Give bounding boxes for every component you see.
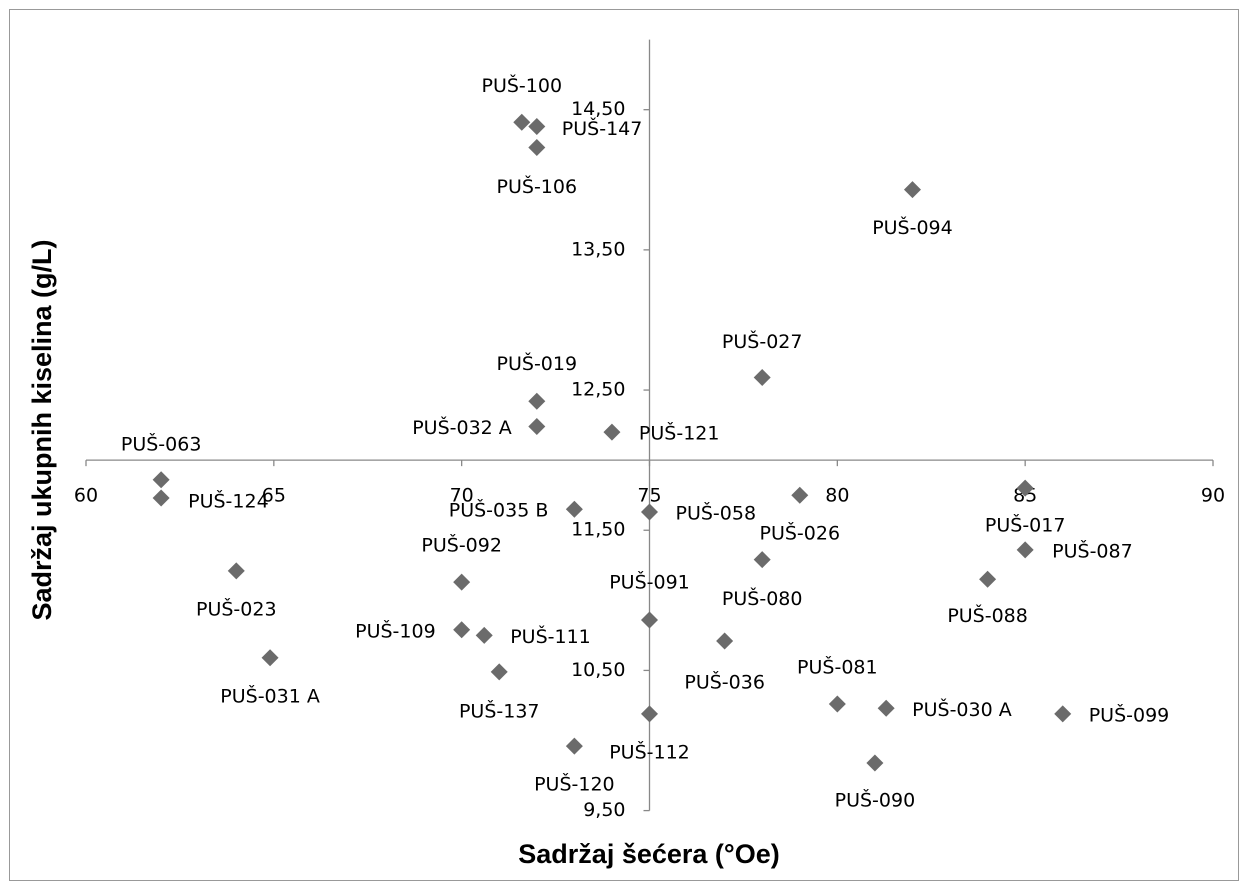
marker xyxy=(528,418,546,436)
marker xyxy=(791,486,809,504)
marker xyxy=(261,649,279,667)
point-label: PUŠ-090 xyxy=(835,787,916,811)
point-label: PUŠ-063 xyxy=(121,431,202,455)
x-axis-title: Sadržaj šećera (°Oe) xyxy=(518,839,779,869)
x-tick-label: 60 xyxy=(74,485,98,507)
point-label: PUŠ-088 xyxy=(947,603,1028,627)
marker xyxy=(866,754,884,772)
marker xyxy=(641,611,658,629)
marker xyxy=(453,621,471,639)
point-label: PUŠ-092 xyxy=(421,533,502,557)
point-label: PUŠ-121 xyxy=(639,421,720,445)
marker xyxy=(565,737,583,755)
point-label: PUŠ-027 xyxy=(722,329,803,353)
marker xyxy=(753,551,771,569)
x-tick-label: 80 xyxy=(825,485,849,507)
y-tick-label: 12,50 xyxy=(571,379,625,401)
marker xyxy=(152,489,170,507)
marker xyxy=(490,663,508,681)
x-tick-label: 90 xyxy=(1201,485,1225,507)
point-label: PUŠ-081 xyxy=(797,655,878,679)
marker xyxy=(513,113,531,131)
point-label: PUŠ-124 xyxy=(188,488,269,512)
point-label: PUŠ-030 A xyxy=(912,697,1012,721)
y-tick-label: 14,50 xyxy=(571,98,625,120)
point-label: PUŠ-058 xyxy=(676,501,757,525)
point-label: PUŠ-080 xyxy=(722,586,803,610)
marker xyxy=(877,699,895,717)
marker xyxy=(1016,479,1034,497)
chart-frame xyxy=(9,9,1239,881)
point-label: PUŠ-099 xyxy=(1089,702,1170,726)
point-label: PUŠ-100 xyxy=(481,73,562,97)
point-label: PUŠ-120 xyxy=(534,772,615,796)
point-label: PUŠ-109 xyxy=(355,618,436,642)
point-label: PUŠ-031 A xyxy=(220,683,320,707)
point-label: PUŠ-091 xyxy=(609,569,690,593)
point-label: PUŠ-026 xyxy=(759,521,840,545)
marker xyxy=(641,705,658,723)
point-label: PUŠ-087 xyxy=(1052,538,1133,562)
y-axis-title: Sadržaj ukupnih kiselina (g/L) xyxy=(27,239,57,620)
x-tick-label: 75 xyxy=(637,485,661,507)
marker xyxy=(603,423,621,441)
point-label: PUŠ-019 xyxy=(497,351,578,375)
point-label: PUŠ-106 xyxy=(497,174,578,198)
y-tick-label: 11,50 xyxy=(571,519,625,541)
point-label: PUŠ-137 xyxy=(459,698,540,722)
marker xyxy=(152,471,170,489)
point-label: PUŠ-032 A xyxy=(412,415,512,439)
point-label: PUŠ-094 xyxy=(872,215,953,239)
marker xyxy=(528,118,546,136)
marker xyxy=(528,139,546,157)
marker xyxy=(828,695,846,713)
marker xyxy=(903,181,921,199)
y-tick-label: 10,50 xyxy=(571,659,625,681)
marker xyxy=(979,570,997,588)
point-label: PUŠ-035 B xyxy=(449,498,549,522)
point-label: PUŠ-147 xyxy=(562,116,643,140)
marker xyxy=(1054,705,1072,723)
marker xyxy=(475,626,493,644)
point-label: PUŠ-036 xyxy=(684,669,765,693)
point-label: PUŠ-111 xyxy=(510,624,591,648)
marker xyxy=(1016,541,1034,559)
marker xyxy=(753,368,771,386)
marker xyxy=(227,562,245,580)
point-label: PUŠ-112 xyxy=(609,739,690,763)
x-tick-label: 65 xyxy=(262,485,286,507)
x-tick-label: 70 xyxy=(450,485,474,507)
y-tick-label: 13,50 xyxy=(571,238,625,260)
marker xyxy=(453,573,471,591)
point-label: PUŠ-023 xyxy=(196,596,277,620)
marker xyxy=(716,632,734,650)
marker xyxy=(565,500,583,518)
marker xyxy=(528,392,546,410)
y-tick-label: 9,50 xyxy=(583,799,625,821)
point-label: PUŠ-017 xyxy=(985,513,1066,537)
marker xyxy=(641,503,658,521)
